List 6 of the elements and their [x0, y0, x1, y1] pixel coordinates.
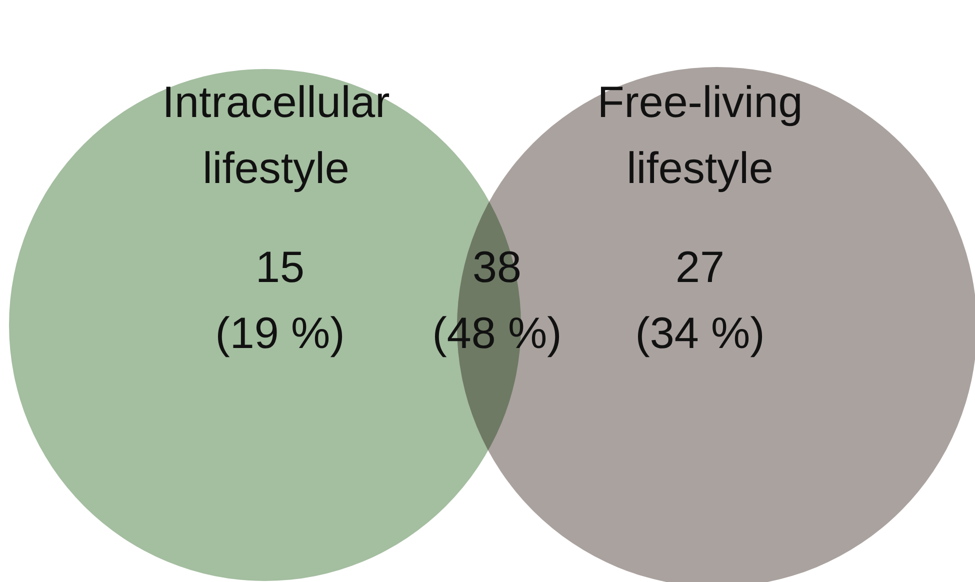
- text: (19 %): [215, 309, 345, 358]
- data-label: 15: [256, 243, 304, 292]
- category-label: Free-living lifestyle: [597, 78, 803, 194]
- text: (34 %): [635, 309, 765, 358]
- category-label: Intracellular lifestyle: [162, 78, 390, 194]
- data-label: 27: [676, 243, 724, 292]
